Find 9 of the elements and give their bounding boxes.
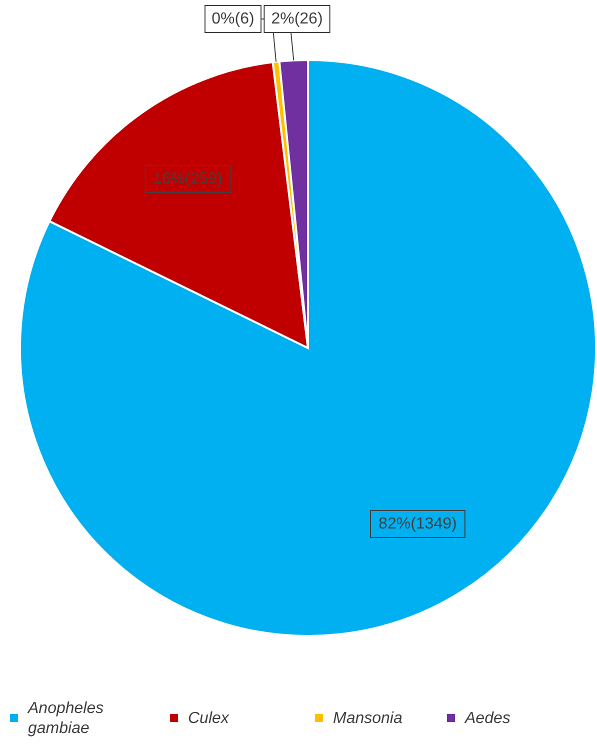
legend-label: Aedes [464,710,510,726]
pie-slice [20,59,597,637]
data-label: 16%(259) [153,170,222,188]
legend-label: Mansonia [333,710,402,726]
data-label: 82%(1349) [378,515,457,532]
data-label: 2%(26) [271,10,323,28]
slice-label: Anopheles gambiae [27,700,108,736]
legend-label: Culex [188,710,230,726]
data-label: 0%(6) [212,10,254,28]
